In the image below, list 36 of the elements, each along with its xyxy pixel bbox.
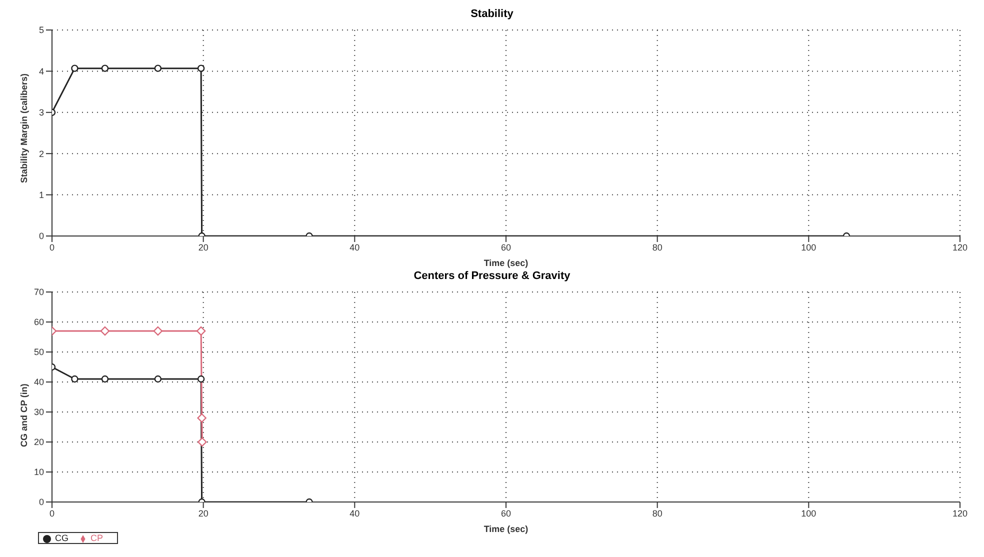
x-tick-label: 20 bbox=[198, 242, 208, 252]
legend-label: CG bbox=[55, 533, 68, 543]
x-tick-label: 80 bbox=[652, 508, 662, 518]
x-tick-label: 80 bbox=[652, 242, 662, 252]
x-axis-title: Time (sec) bbox=[484, 524, 528, 534]
x-tick-label: 0 bbox=[49, 242, 55, 252]
y-tick-label: 30 bbox=[34, 407, 44, 418]
chart-title: Stability bbox=[470, 8, 514, 22]
x-tick-label: 40 bbox=[350, 508, 360, 518]
y-tick-label: 4 bbox=[38, 66, 44, 76]
x-tick-label: 120 bbox=[952, 508, 968, 518]
y-tick-label: 0 bbox=[38, 497, 44, 508]
y-tick-label: 60 bbox=[34, 317, 44, 328]
y-tick-label: 5 bbox=[38, 25, 44, 36]
y-axis-title: CG and CP (in) bbox=[19, 384, 30, 447]
x-tick-label: 100 bbox=[801, 242, 816, 252]
legend-label: CP bbox=[90, 533, 104, 543]
chart-title: Centers of Pressure & Gravity bbox=[412, 270, 572, 284]
y-tick-label: 40 bbox=[34, 377, 44, 388]
x-axis-title: Time (sec) bbox=[484, 258, 528, 268]
y-tick-label: 2 bbox=[38, 148, 44, 159]
x-tick-label: 40 bbox=[350, 242, 360, 252]
y-tick-label: 20 bbox=[34, 437, 44, 448]
y-tick-label: 10 bbox=[34, 467, 44, 478]
y-tick-label: 1 bbox=[38, 190, 44, 200]
y-tick-label: 0 bbox=[38, 231, 44, 242]
x-tick-label: 60 bbox=[500, 242, 512, 252]
x-tick-label: 20 bbox=[198, 508, 208, 518]
x-tick-label: 0 bbox=[49, 508, 55, 518]
y-tick-label: 50 bbox=[34, 347, 44, 358]
y-axis-title: Stability Margin (calibers) bbox=[19, 73, 30, 183]
x-tick-label: 100 bbox=[801, 508, 816, 518]
x-tick-label: 120 bbox=[952, 242, 968, 252]
x-tick-label: 60 bbox=[500, 508, 512, 518]
y-tick-label: 3 bbox=[38, 108, 44, 118]
y-tick-label: 70 bbox=[34, 287, 44, 298]
